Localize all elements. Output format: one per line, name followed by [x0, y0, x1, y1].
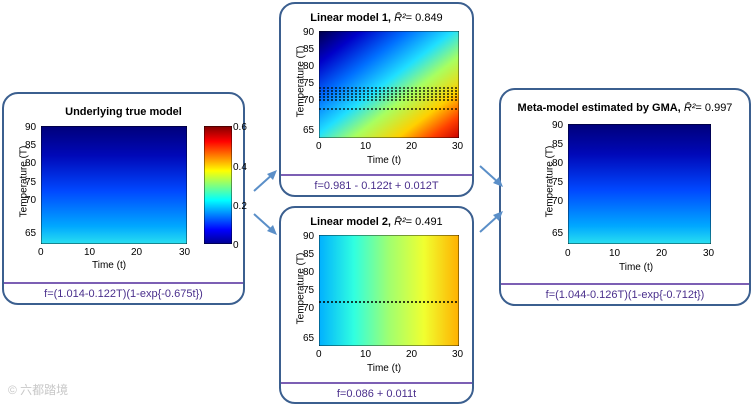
linear-model-1-ytick: 80: [303, 61, 315, 72]
r2-symbol: R̄²: [394, 216, 406, 228]
meta-model-heatmap: [567, 123, 712, 245]
linear-model-2-panel: Linear model 2, R̄²= 0.491 Temperature (…: [279, 206, 474, 404]
true-model-xtick: 30: [179, 247, 191, 258]
meta-model-ytick: 80: [552, 158, 564, 169]
colorbar-tick: 0.6: [233, 122, 247, 133]
linear-model-2-ytick: 80: [303, 267, 315, 278]
arrow-from-linear-2: [479, 211, 503, 233]
linear-model-2-xtick: 0: [316, 349, 322, 360]
colorbar: [203, 125, 233, 245]
true-model-ytick: 65: [25, 228, 37, 239]
true-model-ytick: 70: [25, 195, 37, 206]
linear-model-1-ytick: 90: [303, 27, 315, 38]
linear-model-1-xlabel: Time (t): [367, 155, 402, 166]
linear-model-1-title-text: Linear model 1,: [310, 12, 391, 24]
linear-model-1-xtick: 0: [316, 141, 322, 152]
meta-model-ytick: 75: [552, 177, 564, 188]
arrow-from-linear-1: [479, 165, 503, 187]
true-model-ytick: 90: [25, 122, 37, 133]
meta-model-formula: f=(1.044-0.126T)(1-exp{-0.712t}): [501, 283, 749, 305]
linear-model-2-formula: f=0.086 + 0.011t: [281, 382, 472, 404]
linear-model-1-ytick: 75: [303, 78, 315, 89]
linear-model-2-title-text: Linear model 2,: [310, 216, 391, 228]
r2-value: = 0.491: [405, 216, 443, 228]
meta-model-xtick: 30: [703, 248, 715, 259]
linear-model-2-xlabel: Time (t): [367, 363, 402, 374]
linear-model-2-ytick: 70: [303, 303, 315, 314]
linear-model-1-ytick: 65: [303, 125, 315, 136]
true-model-title: Underlying true model: [65, 106, 182, 118]
arrow-to-linear-1: [253, 170, 277, 192]
arrow-to-linear-2: [253, 213, 277, 235]
linear-model-1-ytick: 85: [303, 44, 315, 55]
linear-model-1-heatmap: [318, 30, 460, 139]
meta-model-xtick: 0: [565, 248, 571, 259]
meta-model-xtick: 20: [656, 248, 668, 259]
linear-model-1-title: Linear model 1, R̄²= 0.849: [281, 12, 472, 24]
meta-model-ytick: 90: [552, 120, 564, 131]
r2-symbol: R̄²: [683, 102, 696, 114]
linear-model-1-ytick: 70: [303, 95, 315, 106]
true-model-xtick: 20: [131, 247, 143, 258]
meta-model-panel: Meta-model estimated by GMA, R̄²= 0.997 …: [499, 88, 751, 306]
true-model-ytick: 75: [25, 177, 37, 188]
colorbar-tick: 0.4: [233, 162, 247, 173]
meta-model-ytick: 85: [552, 139, 564, 150]
meta-model-title: Meta-model estimated by GMA, R̄²= 0.997: [501, 102, 749, 114]
linear-model-2-ytick: 90: [303, 231, 315, 242]
true-model-xtick: 0: [38, 247, 44, 258]
true-model-heatmap: [40, 125, 188, 245]
true-model-ytick: 85: [25, 140, 37, 151]
true-model-ytick: 80: [25, 158, 37, 169]
true-model-xlabel: Time (t): [92, 260, 127, 271]
meta-model-title-text: Meta-model estimated by GMA,: [517, 102, 681, 114]
meta-model-ytick: 65: [552, 228, 564, 239]
true-model-xtick: 10: [84, 247, 96, 258]
sample-points-1: [319, 87, 459, 110]
linear-model-2-heatmap: [318, 234, 460, 347]
meta-model-xtick: 10: [609, 248, 621, 259]
linear-model-2-xtick: 30: [452, 349, 464, 360]
linear-model-1-xtick: 20: [406, 141, 418, 152]
linear-model-1-formula: f=0.981 - 0.122t + 0.012T: [281, 174, 472, 196]
watermark: © 六都踏境: [8, 383, 69, 397]
linear-model-2-xtick: 20: [406, 349, 418, 360]
linear-model-2-ytick: 85: [303, 249, 315, 260]
linear-model-2-ytick: 75: [303, 285, 315, 296]
linear-model-2-title: Linear model 2, R̄²= 0.491: [281, 216, 472, 228]
true-model-panel: Underlying true model Temperature (T) 90…: [2, 92, 247, 305]
colorbar-tick: 0.2: [233, 201, 247, 212]
linear-model-1-xtick: 30: [452, 141, 464, 152]
linear-model-2-xtick: 10: [360, 349, 372, 360]
r2-symbol: R̄²: [394, 12, 406, 24]
linear-model-1-panel: Linear model 1, R̄²= 0.849: [279, 2, 474, 197]
r2-value: = 0.997: [695, 102, 733, 114]
colorbar-tick: 0: [233, 240, 239, 251]
linear-model-2-ytick: 65: [303, 333, 315, 344]
true-model-formula: f=(1.014-0.122T)(1-exp{-0.675t}): [4, 282, 243, 304]
meta-model-ytick: 70: [552, 196, 564, 207]
meta-model-xlabel: Time (t): [619, 262, 654, 273]
r2-value: = 0.849: [405, 12, 443, 24]
linear-model-1-xtick: 10: [360, 141, 372, 152]
